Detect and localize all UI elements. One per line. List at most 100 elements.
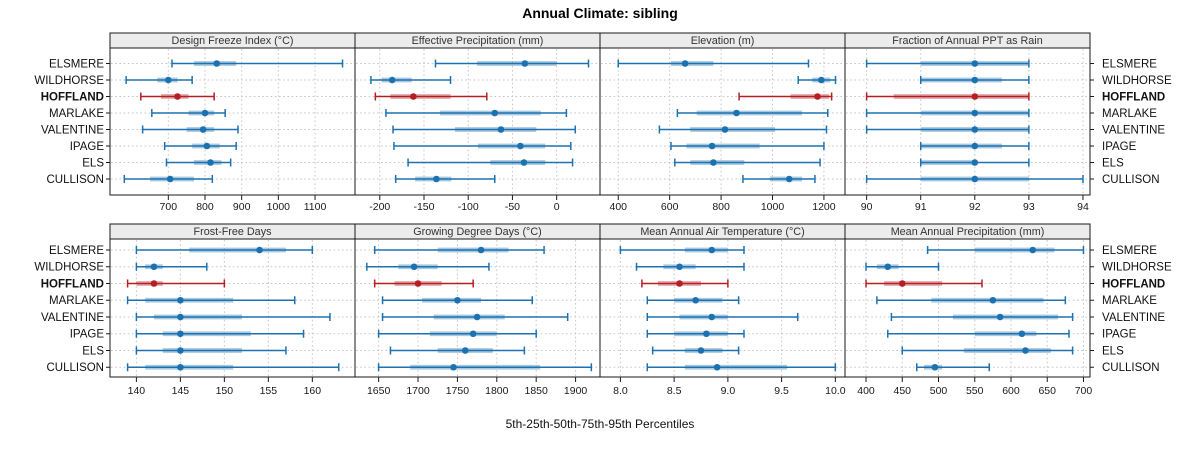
x-axis-tick-label: -150 xyxy=(413,201,434,213)
x-axis-tick-label: 700 xyxy=(1075,385,1093,397)
median-dot xyxy=(931,363,939,371)
median-dot xyxy=(497,126,505,133)
band-25th-75th xyxy=(684,364,787,370)
site-label-right: IPAGE xyxy=(1102,141,1137,153)
median-dot xyxy=(203,142,211,150)
x-axis-tick-label: 92 xyxy=(969,201,981,213)
band-25th-75th xyxy=(684,247,728,253)
median-dot xyxy=(477,246,485,254)
x-axis-tick-label: 1200 xyxy=(812,201,836,213)
median-dot xyxy=(174,93,181,100)
band-25th-75th xyxy=(674,331,728,337)
median-dot xyxy=(199,126,207,133)
median-dot xyxy=(676,263,683,271)
median-dot xyxy=(692,296,699,304)
panel-background xyxy=(845,48,1090,195)
median-dot xyxy=(517,142,524,150)
median-dot xyxy=(721,126,729,133)
site-label-right: CULLISON xyxy=(1102,174,1160,186)
panel-background xyxy=(845,239,1090,377)
x-axis-tick-label: 650 xyxy=(1038,385,1056,397)
x-axis-tick-label: 8.0 xyxy=(613,385,628,397)
x-axis-tick-label: 1000 xyxy=(267,201,291,213)
site-label-left: IPAGE xyxy=(70,141,105,153)
median-dot xyxy=(150,280,158,287)
median-dot xyxy=(989,296,997,304)
median-dot xyxy=(177,330,184,338)
median-dot xyxy=(521,60,529,67)
median-dot xyxy=(491,109,499,117)
x-axis-tick-label: 150 xyxy=(216,385,234,397)
site-label-right: VALENTINE xyxy=(1102,124,1165,136)
median-dot xyxy=(708,142,716,150)
x-axis-tick-label: 140 xyxy=(128,385,146,397)
x-axis-tick-label: 155 xyxy=(260,385,278,397)
median-dot xyxy=(971,142,979,150)
site-label-right: IPAGE xyxy=(1102,329,1137,341)
band-25th-75th xyxy=(477,61,557,66)
x-axis-tick-label: 93 xyxy=(1023,201,1035,213)
median-dot xyxy=(410,93,417,100)
x-axis-tick-label: 800 xyxy=(712,201,730,213)
x-axis-tick-label: 400 xyxy=(857,385,875,397)
median-dot xyxy=(676,280,683,287)
x-axis-tick-label: 500 xyxy=(930,385,948,397)
median-dot xyxy=(1029,246,1037,254)
site-label-left: IPAGE xyxy=(70,329,105,341)
median-dot xyxy=(469,330,477,338)
band-25th-75th xyxy=(679,314,728,320)
site-label-right: ELS xyxy=(1102,157,1124,169)
median-dot xyxy=(713,363,721,371)
site-label-right: VALENTINE xyxy=(1102,312,1165,324)
panel-strip-title: Design Freeze Index (°C) xyxy=(172,35,294,47)
x-axis-tick-label: 550 xyxy=(966,385,984,397)
band-25th-75th xyxy=(439,110,541,116)
band-25th-75th xyxy=(390,94,451,99)
band-25th-75th xyxy=(162,348,242,353)
band-25th-75th xyxy=(433,314,505,320)
site-label-right: ELS xyxy=(1102,345,1124,357)
x-axis-tick-label: 900 xyxy=(233,201,251,213)
median-dot xyxy=(818,76,825,84)
x-axis-tick-label: 450 xyxy=(893,385,911,397)
median-dot xyxy=(410,263,418,271)
band-25th-75th xyxy=(920,77,1002,83)
median-dot xyxy=(1018,330,1026,338)
median-dot xyxy=(454,296,461,304)
panel-background xyxy=(110,239,355,377)
panel-strip-title: Frost-Free Days xyxy=(194,226,273,238)
median-dot xyxy=(177,363,184,371)
x-axis-tick-label: 400 xyxy=(609,201,627,213)
site-label-right: HOFFLAND xyxy=(1102,278,1165,290)
panel-background xyxy=(110,48,355,195)
median-dot xyxy=(414,280,422,287)
median-dot xyxy=(450,363,457,371)
band-25th-75th xyxy=(893,94,1029,99)
median-dot xyxy=(971,60,979,67)
band-25th-75th xyxy=(920,143,1002,149)
median-dot xyxy=(697,347,705,354)
median-dot xyxy=(785,175,793,183)
median-dot xyxy=(150,263,158,271)
site-label-left: ELSMERE xyxy=(49,58,104,70)
median-dot xyxy=(461,347,469,354)
band-25th-75th xyxy=(188,110,215,116)
panel-strip-title: Growing Degree Days (°C) xyxy=(413,226,542,238)
x-axis-tick-label: 9.5 xyxy=(774,385,789,397)
band-25th-75th xyxy=(437,247,509,253)
site-label-left: WILDHORSE xyxy=(34,262,104,274)
site-label-right: HOFFLAND xyxy=(1102,91,1165,103)
x-axis-tick-label: 91 xyxy=(915,201,927,213)
panel-border xyxy=(844,238,1091,378)
band-25th-75th xyxy=(421,297,482,303)
site-label-left: ELS xyxy=(82,345,104,357)
panel-strip-title: Effective Precipitation (mm) xyxy=(412,35,544,47)
median-dot xyxy=(884,263,892,271)
site-label-right: MARLAKE xyxy=(1102,108,1157,120)
median-dot xyxy=(388,76,396,84)
median-dot xyxy=(177,296,184,304)
x-axis-tick-label: -50 xyxy=(505,201,520,213)
median-dot xyxy=(971,76,979,84)
